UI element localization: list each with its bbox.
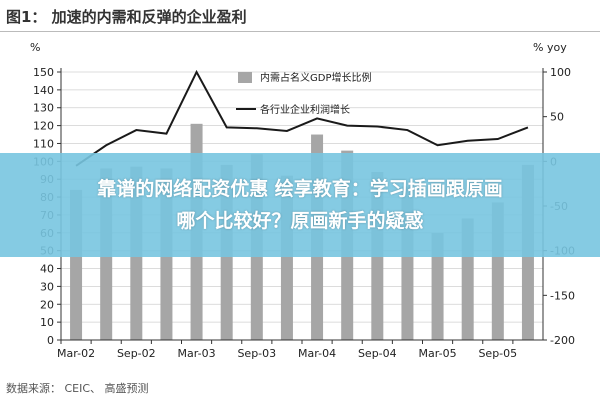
left-tick-label: 20 xyxy=(40,298,54,311)
left-tick-label: 140 xyxy=(33,84,54,97)
right-tick-label: -150 xyxy=(550,289,575,302)
left-tick-label: 30 xyxy=(40,280,54,293)
left-tick-label: 150 xyxy=(33,66,54,79)
banner-line-2[interactable]: 哪个比较好？原画新手的疑惑 xyxy=(176,210,424,232)
x-tick-label: Sep-02 xyxy=(117,347,156,360)
legend-label-bar: 内需占名义GDP增长比例 xyxy=(260,71,371,84)
left-tick-label: 110 xyxy=(33,137,54,150)
axes: 0102030405060708090100110120130140150%-2… xyxy=(30,41,575,360)
legend-swatch-bar xyxy=(238,72,252,83)
x-tick-label: Mar-03 xyxy=(178,347,216,360)
right-tick-label: 50 xyxy=(550,111,564,124)
figure-title: 图1： 加速的内需和反弹的企业盈利 xyxy=(6,8,247,26)
x-tick-label: Sep-05 xyxy=(478,347,517,360)
x-tick-label: Mar-04 xyxy=(298,347,336,360)
left-tick-label: 40 xyxy=(40,263,54,276)
left-axis-unit: % xyxy=(30,41,40,54)
overlay-banner[interactable]: 靠谱的网络配资优惠 绘享教育：学习插画跟原画 哪个比较好？原画新手的疑惑 xyxy=(0,153,600,257)
left-tick-label: 130 xyxy=(33,102,54,115)
legend-label-line: 各行业企业利润增长 xyxy=(260,103,350,116)
data-source-note: 数据来源： CEIC、 高盛预测 xyxy=(6,382,149,395)
left-tick-label: 10 xyxy=(40,316,54,329)
line-series xyxy=(75,69,529,167)
right-tick-label: 100 xyxy=(550,66,571,79)
right-axis-unit: % yoy xyxy=(533,41,567,54)
right-tick-label: -200 xyxy=(550,334,575,347)
x-tick-label: Mar-02 xyxy=(57,347,95,360)
banner-line-1[interactable]: 靠谱的网络配资优惠 绘享教育：学习插画跟原画 xyxy=(97,178,503,200)
x-tick-label: Sep-04 xyxy=(358,347,397,360)
left-tick-label: 120 xyxy=(33,120,54,133)
series-line xyxy=(75,69,529,167)
x-tick-label: Sep-03 xyxy=(237,347,276,360)
x-tick-label: Mar-05 xyxy=(419,347,457,360)
bar xyxy=(431,232,444,340)
title-divider xyxy=(0,31,600,32)
left-tick-label: 0 xyxy=(47,334,54,347)
